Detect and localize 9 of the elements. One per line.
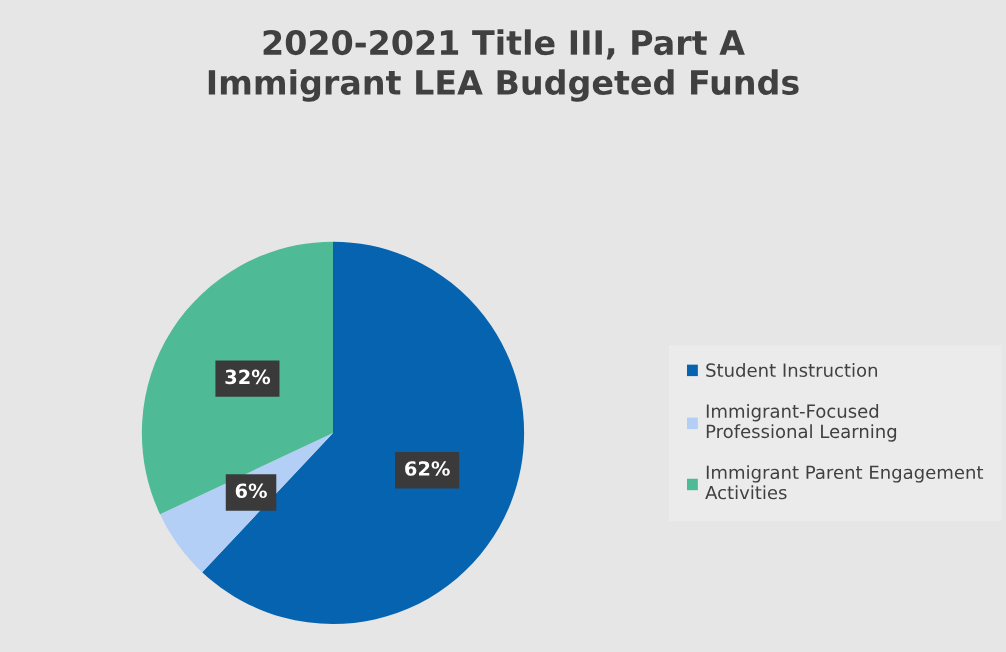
legend-label: Immigrant Parent Engagement Activities (705, 465, 984, 500)
data-label: 62% (405, 461, 450, 476)
legend-label: Immigrant-Focused Professional Learning (706, 403, 897, 442)
chart-title: 2020-2021 Title III, Part A Immigrant LEA Budgeted Funds (208, 29, 799, 102)
pie-slice (141, 241, 333, 515)
pie-slice (202, 241, 525, 625)
data-label: 6% (235, 483, 267, 499)
legend-label: Student Instruction (706, 363, 877, 377)
data-label: 32% (225, 369, 271, 385)
